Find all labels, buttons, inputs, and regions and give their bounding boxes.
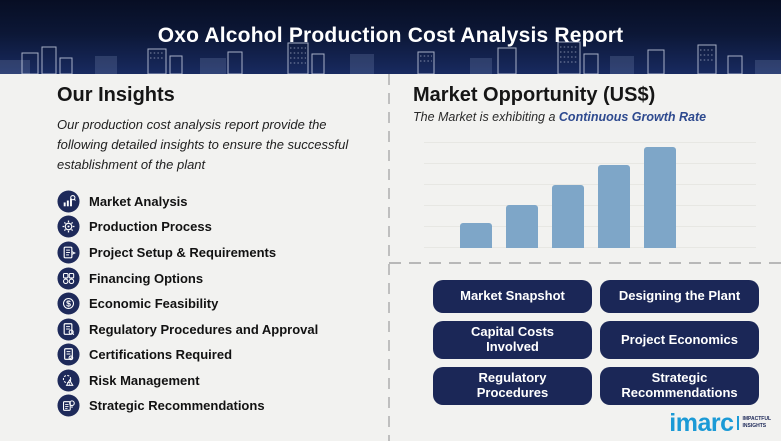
list-item: Production Process	[57, 214, 377, 240]
bar-chart-bars	[460, 147, 676, 248]
regulatory-procedures-icon	[57, 318, 80, 341]
market-subtitle-prefix: The Market is exhibiting a	[413, 110, 559, 124]
svg-text:$: $	[66, 299, 71, 309]
designing-the-plant-button[interactable]: Designing the Plant	[600, 280, 759, 313]
chart-bar	[552, 185, 584, 248]
project-setup-icon	[57, 241, 80, 264]
imarc-logo-wordmark: imarc	[669, 408, 734, 437]
capital-costs-involved-button[interactable]: Capital Costs Involved	[433, 321, 592, 359]
topic-buttons-grid: Market Snapshot Designing the Plant Capi…	[433, 280, 759, 405]
horizontal-dashed-divider	[389, 262, 781, 264]
list-item-label: Strategic Recommendations	[89, 398, 265, 414]
list-item: Strategic Recommendations	[57, 393, 377, 419]
risk-management-icon	[57, 369, 80, 392]
chart-bar	[506, 205, 538, 248]
economic-feasibility-icon: $	[57, 292, 80, 315]
insights-list: Market Analysis Production Process Proje…	[57, 188, 377, 418]
vertical-dashed-divider	[388, 74, 390, 441]
list-item: Risk Management	[57, 368, 377, 394]
certifications-icon	[57, 343, 80, 366]
market-subtitle-highlight: Continuous Growth Rate	[558, 110, 707, 124]
chart-bar	[644, 147, 676, 248]
imarc-logo-tagline: IMPACTFUL INSIGHTS	[737, 416, 771, 431]
strategic-recommendations-icon	[57, 394, 80, 417]
market-analysis-icon	[57, 190, 80, 213]
list-item: Project Setup & Requirements	[57, 240, 377, 266]
list-item-label: Project Setup & Requirements	[89, 244, 277, 260]
list-item-label: Economic Feasibility	[89, 296, 219, 312]
insights-heading: Our Insights	[57, 84, 175, 106]
list-item: Financing Options	[57, 265, 377, 291]
list-item-label: Regulatory Procedures and Approval	[89, 321, 319, 337]
list-item-label: Market Analysis	[89, 193, 188, 209]
market-opportunity-heading: Market Opportunity (US$)	[413, 84, 656, 106]
market-snapshot-button[interactable]: Market Snapshot	[433, 280, 592, 313]
list-item-label: Certifications Required	[89, 347, 233, 363]
list-item: Certifications Required	[57, 342, 377, 368]
list-item-label: Financing Options	[89, 270, 204, 286]
project-economics-button[interactable]: Project Economics	[600, 321, 759, 359]
header-banner: Oxo Alcohol Production Cost Analysis Rep…	[0, 0, 781, 74]
list-item: $ Economic Feasibility	[57, 291, 377, 317]
page-title: Oxo Alcohol Production Cost Analysis Rep…	[157, 24, 624, 47]
production-process-icon	[57, 215, 80, 238]
chart-bar	[460, 223, 492, 248]
financing-options-icon	[57, 266, 80, 290]
strategic-recommendations-button[interactable]: Strategic Recommendations	[600, 367, 759, 405]
list-item-label: Production Process	[89, 219, 212, 235]
list-item-label: Risk Management	[89, 372, 200, 388]
insights-description: Our production cost analysis report prov…	[57, 117, 349, 173]
regulatory-procedures-button[interactable]: Regulatory Procedures	[433, 367, 592, 405]
list-item: Market Analysis	[57, 188, 377, 214]
insights-panel: Our Insights Our production cost analysi…	[57, 84, 377, 419]
list-item: Regulatory Procedures and Approval	[57, 316, 377, 342]
market-subtitle: The Market is exhibiting a Continuous Gr…	[413, 110, 706, 124]
chart-bar	[598, 165, 630, 248]
imarc-logo: imarc IMPACTFUL INSIGHTS	[669, 408, 771, 437]
city-skyline-illustration	[0, 41, 781, 74]
